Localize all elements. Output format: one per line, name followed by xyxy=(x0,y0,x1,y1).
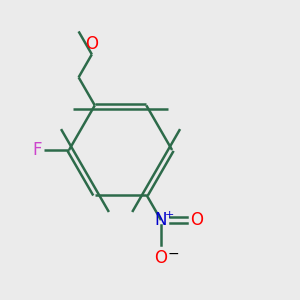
Text: +: + xyxy=(165,210,174,220)
Text: −: − xyxy=(167,247,179,261)
Text: N: N xyxy=(155,211,167,229)
Text: O: O xyxy=(85,35,98,53)
Text: O: O xyxy=(190,211,203,229)
Text: O: O xyxy=(154,249,167,267)
Text: F: F xyxy=(33,141,42,159)
